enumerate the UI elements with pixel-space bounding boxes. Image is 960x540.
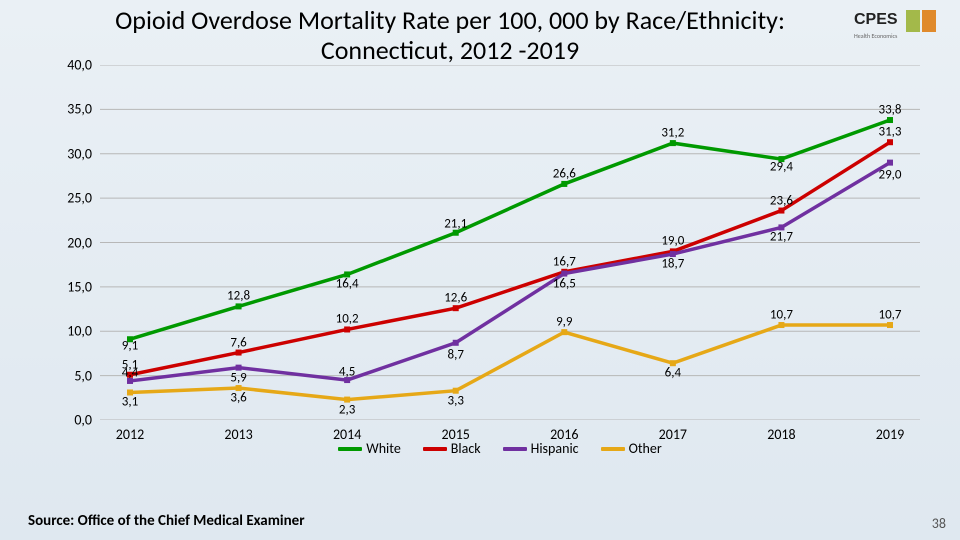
data-label: 9,1 — [122, 339, 138, 354]
data-label: 9,9 — [556, 315, 572, 330]
data-label: 21,1 — [444, 216, 467, 231]
plot-svg — [100, 65, 920, 420]
line-chart: 0,05,010,015,020,025,030,035,040,0 9,112… — [70, 65, 930, 460]
legend-item-hispanic: Hispanic — [503, 440, 579, 457]
svg-text:Health Economics: Health Economics — [854, 32, 898, 40]
y-tick-label: 15,0 — [62, 278, 92, 295]
data-label: 29,0 — [878, 167, 901, 182]
legend: White Black Hispanic Other — [70, 436, 930, 460]
y-tick-label: 30,0 — [62, 145, 92, 162]
data-label: 16,4 — [336, 277, 359, 292]
data-label: 5,9 — [230, 370, 246, 385]
source-text: Source: Office of the Chief Medical Exam… — [28, 512, 305, 530]
data-label: 31,2 — [661, 126, 684, 141]
data-label: 4,4 — [122, 365, 138, 380]
data-label: 12,8 — [227, 289, 250, 304]
y-tick-label: 35,0 — [62, 101, 92, 118]
data-label: 3,3 — [447, 393, 463, 408]
data-label: 12,6 — [444, 291, 467, 306]
logo-text: CPES — [854, 11, 898, 28]
legend-item-other: Other — [601, 440, 662, 457]
data-label: 31,3 — [878, 125, 901, 140]
data-label: 8,7 — [447, 347, 463, 362]
data-label: 21,7 — [770, 230, 793, 245]
y-tick-label: 0,0 — [62, 412, 92, 429]
data-label: 7,6 — [230, 335, 246, 350]
data-label: 16,7 — [553, 254, 576, 269]
legend-item-black: Black — [423, 440, 481, 457]
data-label: 4,5 — [339, 365, 355, 380]
data-label: 18,7 — [661, 257, 684, 272]
data-label: 23,6 — [770, 193, 793, 208]
chart-title: Opioid Overdose Mortality Rate per 100, … — [60, 6, 840, 66]
page-number: 38 — [932, 515, 946, 532]
data-label: 6,4 — [665, 366, 681, 381]
data-label: 10,2 — [336, 312, 359, 327]
data-label: 2,3 — [339, 402, 355, 417]
data-label: 10,7 — [878, 308, 901, 323]
legend-item-white: White — [338, 440, 401, 457]
y-tick-label: 5,0 — [62, 367, 92, 384]
plot-area: 9,112,816,421,126,631,229,433,85,17,610,… — [100, 65, 920, 420]
data-label: 16,5 — [553, 276, 576, 291]
data-label: 33,8 — [878, 103, 901, 118]
y-tick-label: 20,0 — [62, 234, 92, 251]
data-label: 3,6 — [230, 391, 246, 406]
y-tick-label: 25,0 — [62, 190, 92, 207]
cpes-logo: CPES Health Economics — [852, 8, 942, 47]
data-label: 19,0 — [661, 234, 684, 249]
data-label: 3,1 — [122, 395, 138, 410]
data-label: 10,7 — [770, 308, 793, 323]
y-tick-label: 10,0 — [62, 323, 92, 340]
y-tick-label: 40,0 — [62, 57, 92, 74]
data-label: 26,6 — [553, 166, 576, 181]
data-label: 29,4 — [770, 160, 793, 175]
